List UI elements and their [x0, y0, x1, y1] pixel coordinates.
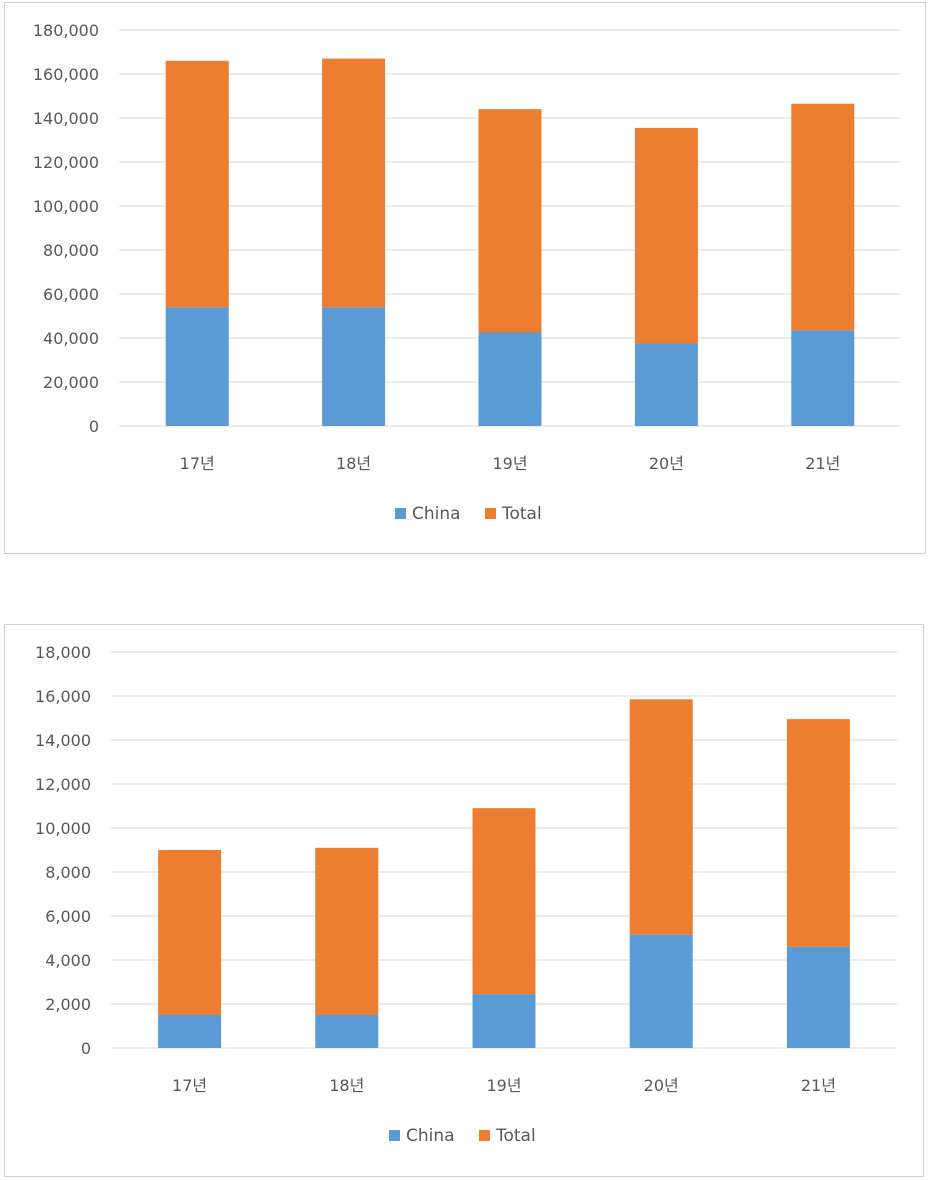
- chart-panel-top: 0 20,000 40,000 60,000 80,000 100,000 120,000 1…: [4, 2, 926, 554]
- legend-label-total: Total: [495, 1126, 536, 1146]
- x-tick-label: 19년: [486, 1076, 521, 1095]
- y-tick-label: 6,000: [45, 907, 91, 926]
- bar-total-1: [315, 847, 379, 1015]
- bar-china-1: [315, 1015, 379, 1048]
- y-tick-label: 12,000: [35, 775, 91, 794]
- x-tick-label: 18년: [329, 1076, 364, 1095]
- legend-swatch-total: [485, 508, 496, 519]
- y-tick-label: 14,000: [35, 731, 91, 750]
- bar-total-4: [786, 719, 850, 947]
- bar-china-2: [472, 994, 536, 1048]
- y-tick-label: 2,000: [45, 995, 91, 1014]
- y-tick-label: 140,000: [33, 109, 99, 128]
- y-tick-label: 0: [89, 417, 99, 436]
- x-tick-label: 21년: [805, 454, 840, 473]
- x-tick-label: 20년: [644, 1076, 679, 1095]
- x-tick-label: 20년: [649, 454, 684, 473]
- legend-swatch-china: [395, 508, 406, 519]
- bar-total-0: [165, 60, 229, 308]
- legend-label-china: China: [406, 1126, 455, 1146]
- legend-label-china: China: [412, 504, 461, 524]
- bar-china-3: [634, 343, 698, 426]
- bar-china-0: [158, 1015, 222, 1048]
- bar-total-2: [472, 808, 536, 995]
- y-tick-label: 120,000: [33, 153, 99, 172]
- y-tick-label: 160,000: [33, 65, 99, 84]
- y-tick-label: 18,000: [35, 643, 91, 662]
- bar-total-1: [322, 58, 386, 308]
- y-tick-label: 40,000: [43, 329, 99, 348]
- x-tick-label: 17년: [180, 454, 215, 473]
- y-tick-label: 10,000: [35, 819, 91, 838]
- y-tick-label: 180,000: [33, 21, 99, 40]
- x-tick-label: 19년: [492, 454, 527, 473]
- chart-bottom-svg: 0 2,000 4,000 6,000 8,000 10,000 12,000 14,000 1…: [35, 643, 897, 1146]
- legend-swatch-total: [479, 1130, 490, 1141]
- y-tick-label: 20,000: [43, 373, 99, 392]
- bar-china-4: [791, 330, 855, 426]
- y-tick-label: 4,000: [45, 951, 91, 970]
- x-tick-label: 17년: [172, 1076, 207, 1095]
- bar-total-3: [629, 699, 693, 935]
- bar-china-3: [629, 934, 693, 1048]
- x-tick-label: 18년: [336, 454, 371, 473]
- y-tick-label: 80,000: [43, 241, 99, 260]
- bar-china-1: [322, 307, 386, 426]
- chart-panel-bottom: 0 2,000 4,000 6,000 8,000 10,000 12,000 14,000 1…: [4, 624, 924, 1177]
- legend-swatch-china: [389, 1130, 400, 1141]
- y-tick-label: 0: [81, 1039, 91, 1058]
- y-tick-label: 16,000: [35, 687, 91, 706]
- bar-total-4: [791, 103, 855, 331]
- chart-top-svg: 0 20,000 40,000 60,000 80,000 100,000 120,000 1…: [33, 21, 901, 524]
- bar-china-2: [478, 332, 542, 426]
- y-tick-label: 100,000: [33, 197, 99, 216]
- bar-total-2: [478, 109, 542, 333]
- x-tick-label: 21년: [801, 1076, 836, 1095]
- legend-label-total: Total: [501, 504, 542, 524]
- y-tick-label: 8,000: [45, 863, 91, 882]
- bar-china-4: [786, 946, 850, 1048]
- y-tick-label: 60,000: [43, 285, 99, 304]
- bar-total-0: [158, 850, 222, 1015]
- bar-total-3: [634, 127, 698, 344]
- bar-china-0: [165, 307, 229, 426]
